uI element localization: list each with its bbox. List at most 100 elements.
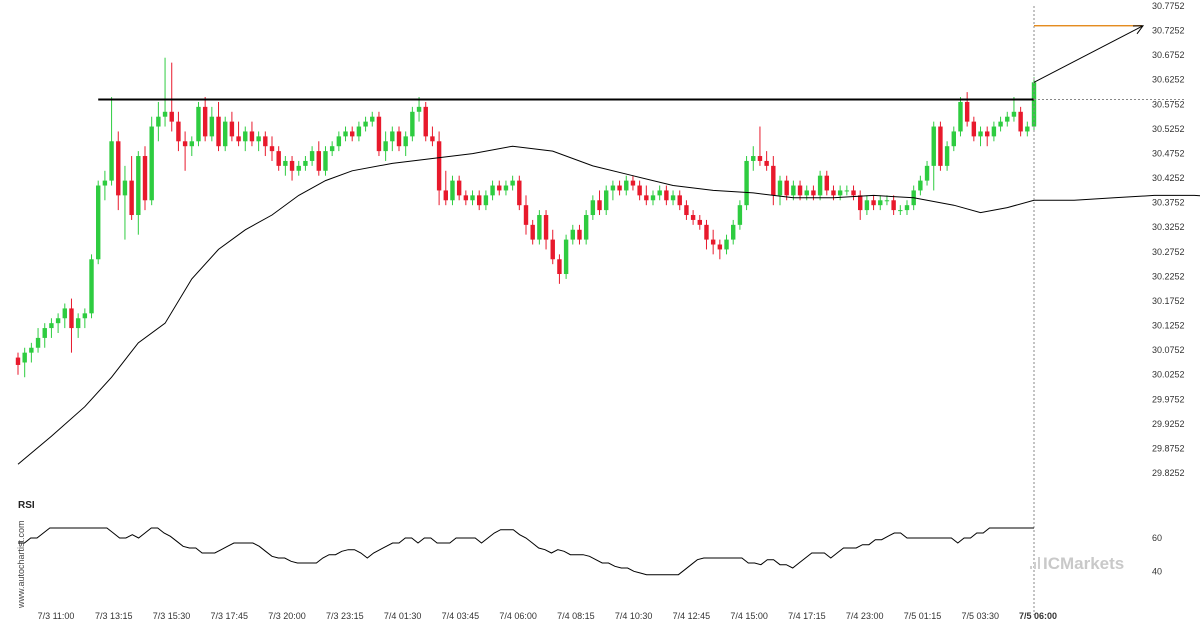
price-tick-label: 30.4252 <box>1152 173 1185 183</box>
time-tick-label: 7/3 13:15 <box>95 611 133 621</box>
price-tick-label: 30.1252 <box>1152 321 1185 331</box>
candle-down <box>463 195 469 201</box>
candle-down <box>443 190 448 201</box>
candle-up <box>837 190 843 196</box>
time-tick-label: 7/4 03:45 <box>442 611 480 621</box>
time-tick-label: 7/3 15:30 <box>153 611 191 621</box>
candle-down <box>269 146 275 152</box>
rsi-title: RSI <box>18 500 35 511</box>
rsi-line <box>18 527 1034 576</box>
price-tick-label: 30.0752 <box>1152 345 1185 355</box>
time-tick-label: 7/4 10:30 <box>615 611 653 621</box>
price-tick-label: 29.8252 <box>1152 468 1185 478</box>
candle-down <box>557 259 562 275</box>
price-tick-label: 30.7752 <box>1152 1 1185 11</box>
candle-up <box>122 180 128 196</box>
candle-up <box>791 185 796 196</box>
candle-down <box>543 215 549 240</box>
candle-up <box>29 347 34 353</box>
candle-down <box>216 116 221 147</box>
candle-up <box>918 180 923 191</box>
time-tick-label: 7/4 12:45 <box>673 611 711 621</box>
candle-up <box>189 141 194 147</box>
candle-down <box>824 175 829 191</box>
brand-logo: ICMarkets <box>1030 554 1124 573</box>
candle-up <box>650 195 656 201</box>
time-tick-label: 7/5 01:15 <box>904 611 942 621</box>
candle-up <box>283 160 288 166</box>
candle-down <box>630 180 636 186</box>
candle-down <box>129 180 134 216</box>
candle-down <box>116 141 121 196</box>
candle-up <box>223 121 228 147</box>
candle-up <box>904 205 910 211</box>
candle-up <box>804 190 809 196</box>
candle-down <box>664 190 669 201</box>
time-axis: 7/3 11:00 7/3 13:15 7/3 15:30 7/3 17:45 7/3 … <box>38 611 1057 621</box>
time-tick-label: 7/4 01:30 <box>384 611 422 621</box>
price-tick-label: 30.2752 <box>1152 247 1185 257</box>
candle-up <box>75 318 81 329</box>
candle-up <box>898 210 903 212</box>
candle-up <box>35 337 41 348</box>
candle-down <box>176 121 181 142</box>
candle-up <box>89 259 94 314</box>
candle-up <box>670 195 676 201</box>
candle-up <box>49 323 54 329</box>
candle-down <box>523 205 529 225</box>
time-tick-label: 7/3 17:45 <box>211 611 249 621</box>
candle-up <box>390 131 395 142</box>
candle-down <box>764 160 769 166</box>
candle-down <box>871 200 876 206</box>
candle-down <box>964 101 970 122</box>
candle-down <box>644 195 649 201</box>
candle-up <box>82 313 88 319</box>
time-tick-label: 7/4 08:15 <box>557 611 595 621</box>
candle-up <box>657 190 662 196</box>
candle-up <box>102 180 108 186</box>
candle-up <box>510 180 515 186</box>
candle-down <box>617 185 622 191</box>
candle-up <box>537 215 542 240</box>
candle-up <box>136 156 141 216</box>
candle-down <box>717 244 723 250</box>
candle-up <box>55 318 61 324</box>
price-tick-label: 29.8752 <box>1152 443 1185 453</box>
candle-down <box>517 180 522 206</box>
candle-down <box>456 180 462 196</box>
candle-down <box>811 190 816 196</box>
candle-down <box>182 141 188 147</box>
candle-down <box>858 195 863 211</box>
candle-up <box>978 131 983 137</box>
time-tick-label: 7/3 23:15 <box>326 611 364 621</box>
source-watermark: www.autochartist.com <box>16 520 26 609</box>
candle-down <box>436 141 442 191</box>
price-tick-label: 30.3252 <box>1152 222 1185 232</box>
candle-down <box>831 190 836 196</box>
candle-up <box>563 239 569 275</box>
time-tick-label: 7/5 03:30 <box>961 611 999 621</box>
rsi-tick-label: 60 <box>1152 533 1162 543</box>
candle-up <box>149 126 154 201</box>
candle-up <box>336 136 342 147</box>
candle-down <box>1018 111 1023 132</box>
price-tick-label: 30.7252 <box>1152 26 1185 36</box>
candle-down <box>202 106 208 137</box>
candle-up <box>309 151 315 161</box>
candle-down <box>289 160 295 171</box>
candle-up <box>243 131 248 142</box>
candle-up <box>583 215 589 240</box>
candle-up <box>303 160 308 166</box>
candle-down <box>530 224 535 240</box>
price-tick-label: 30.6252 <box>1152 75 1185 85</box>
moving-average-group <box>17 145 1200 465</box>
brand-bar-3 <box>1038 557 1040 569</box>
candle-down <box>263 136 268 147</box>
candle-down <box>597 200 602 211</box>
candle-up <box>450 180 455 201</box>
candle-up <box>329 146 335 152</box>
candlestick-series <box>15 57 1037 378</box>
rsi-panel: 60 40 <box>18 527 1162 576</box>
price-tick-label: 30.4752 <box>1152 148 1185 158</box>
